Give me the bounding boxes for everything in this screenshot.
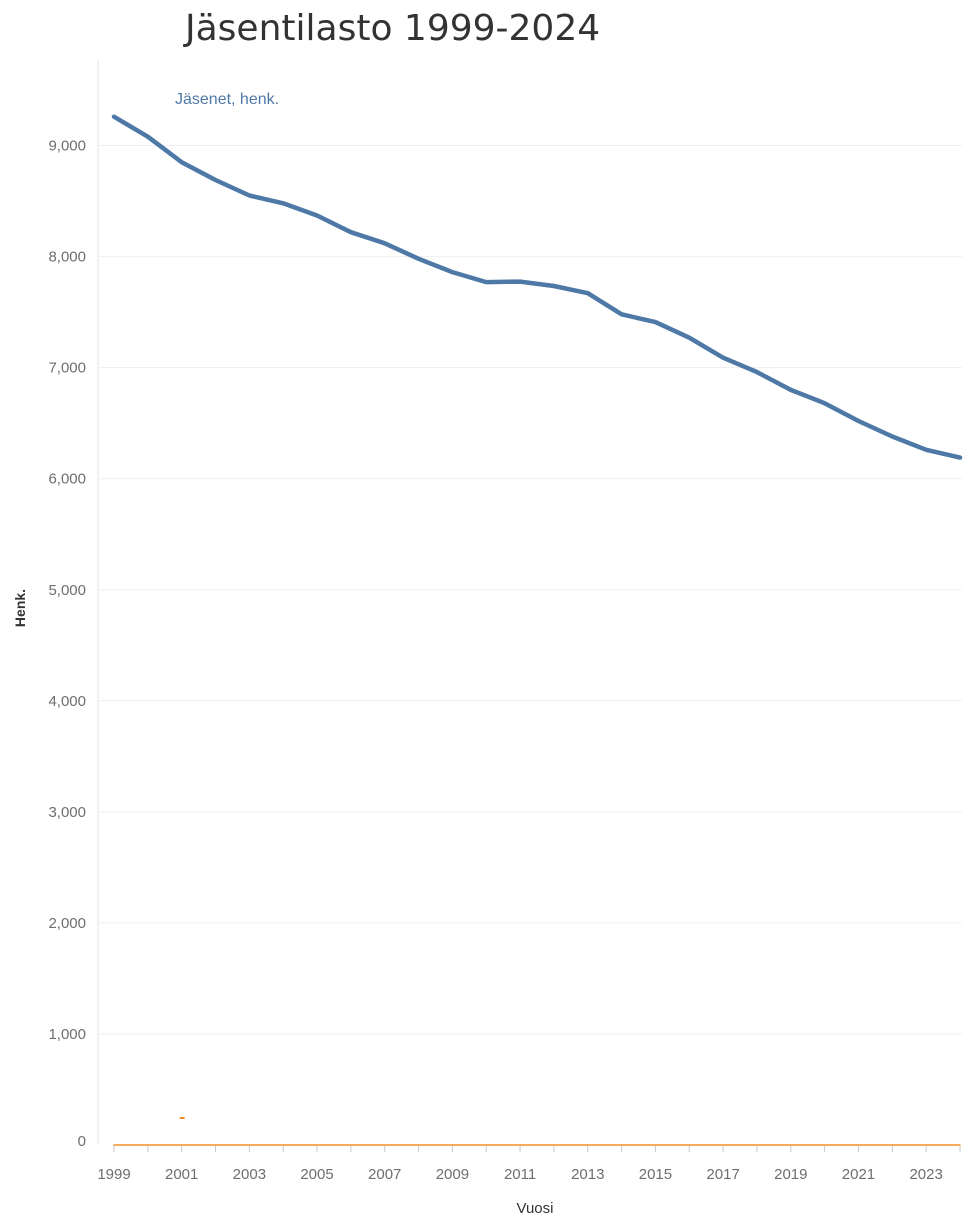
x-tick-label: 2015	[639, 1166, 672, 1183]
series-line-jasenet	[111, 114, 963, 460]
x-tick-label: 2011	[504, 1166, 536, 1183]
x-tick-label: 2007	[368, 1166, 401, 1183]
x-tick-label: 2017	[706, 1166, 739, 1183]
y-tick-label: 3,000	[48, 804, 86, 821]
x-tick-label: 1999	[97, 1166, 130, 1183]
gridlines	[98, 145, 962, 1035]
chart-title: Jäsentilasto 1999-2024	[185, 8, 601, 49]
y-tick-label: 2,000	[48, 915, 86, 932]
x-tick-label: 2001	[165, 1166, 198, 1183]
x-tick-label: 2023	[909, 1166, 942, 1183]
x-tick-label: 2021	[842, 1166, 875, 1183]
y-tick-label: 5,000	[48, 582, 86, 599]
y-tick-label: 9,000	[48, 138, 86, 155]
x-axis-title: Vuosi	[516, 1200, 554, 1217]
y-tick-label: 6,000	[48, 471, 86, 488]
x-tick-label: 2003	[233, 1166, 266, 1183]
y-tick-label: 1,000	[48, 1026, 86, 1043]
y-tick-label: 7,000	[48, 360, 86, 377]
series-lines	[111, 114, 963, 1146]
y-tick-label: 0	[78, 1133, 86, 1150]
x-tick-label: 2019	[774, 1166, 807, 1183]
x-tick-label: 2013	[571, 1166, 604, 1183]
x-tick-label: 2005	[300, 1166, 333, 1183]
y-tick-label: 8,000	[48, 249, 86, 266]
series-label-jasenet: Jäsenet, henk.	[175, 91, 279, 108]
series-labels: Jäsenet, henk.	[175, 91, 279, 108]
y-tick-label: 4,000	[48, 693, 86, 710]
x-axis-ticks: 1999 2001 2003 2005 2007 2009 2011 2013 2015 2017…	[97, 1146, 961, 1183]
y-axis-ticks: 0 1,000 2,000 3,000 4,000 5,000 6,000 7,000 8,00…	[48, 138, 86, 1150]
x-tick-label: 2009	[436, 1166, 469, 1183]
